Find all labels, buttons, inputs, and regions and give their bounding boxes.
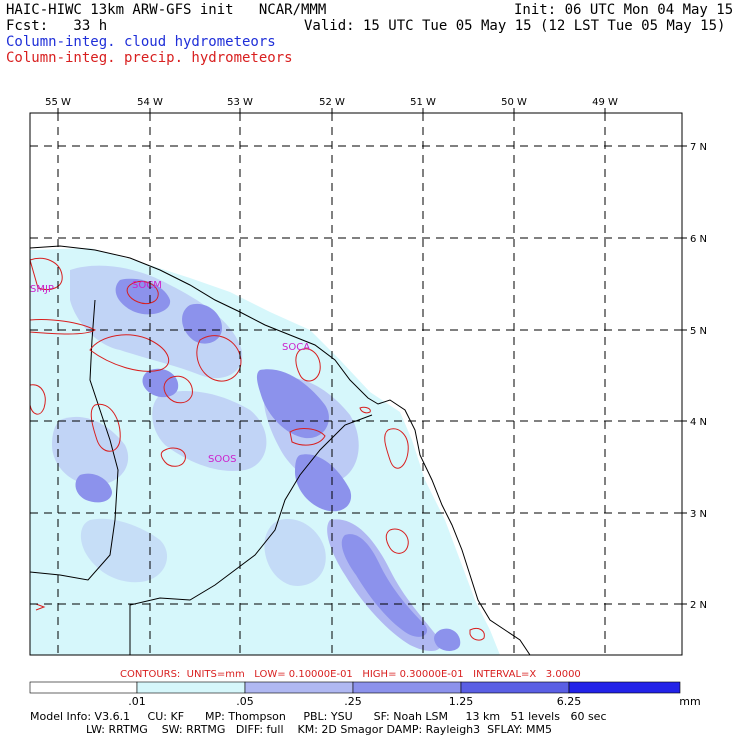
legend-swatch [460, 681, 570, 694]
init-time: Init: 06 UTC Mon 04 May 15 [514, 2, 734, 18]
legend-swatch [136, 681, 246, 694]
map-title: HAIC-HIWC 13km ARW-GFS init NCAR/MMM [6, 2, 327, 18]
model-info-line2: LW: RRTMG SW: RRTMG DIFF: full KM: 2D Sm… [30, 723, 552, 736]
legend-label: 6.25 [556, 695, 582, 708]
station-label-soca: SOCA [282, 342, 310, 353]
contours-info: CONTOURS: UNITS=mm LOW= 0.10000E-01 HIGH… [120, 669, 581, 680]
lat-label: 3 N [690, 509, 707, 520]
lon-label: 49 W [592, 97, 618, 108]
valid-time: Valid: 15 UTC Tue 05 May 15 (12 LST Tue … [304, 18, 726, 34]
lon-label: 50 W [501, 97, 527, 108]
lon-label: 53 W [227, 97, 253, 108]
legend-swatch [352, 681, 462, 694]
border-brazil [129, 414, 373, 655]
legend-label: .01 [128, 695, 146, 708]
map-plot-area: SMJP SOCM SOCA SOOS [30, 113, 682, 655]
station-label-socm: SOCM [132, 280, 162, 291]
legend-label: .05 [236, 695, 254, 708]
axis-ticks [57, 108, 687, 605]
border-suriname-guyana [30, 299, 119, 581]
coastline [30, 245, 531, 655]
field-precip-label: Column-integ. precip. hydrometeors [6, 50, 293, 66]
station-label-soos: SOOS [208, 454, 236, 465]
lon-label: 52 W [319, 97, 345, 108]
forecast-hour: Fcst: 33 h [6, 18, 108, 34]
lon-label: 51 W [410, 97, 436, 108]
lat-label: 4 N [690, 417, 707, 428]
field-cloud-label: Column-integ. cloud hydrometeors [6, 34, 276, 50]
station-label-smjp: SMJP [30, 284, 54, 295]
legend-swatch [568, 681, 681, 694]
model-info-line1: Model Info: V3.6.1 CU: KF MP: Thompson P… [30, 710, 607, 723]
color-legend [29, 681, 681, 694]
legend-swatch [29, 681, 138, 694]
lat-lon-grid [30, 113, 682, 655]
lon-label: 54 W [137, 97, 163, 108]
lon-label: 55 W [45, 97, 71, 108]
map-frame [29, 112, 683, 656]
lat-label: 7 N [690, 142, 707, 153]
lat-label: 6 N [690, 234, 707, 245]
lat-label: 5 N [690, 326, 707, 337]
precip-contours [30, 257, 485, 641]
legend-unit: mm [679, 695, 701, 708]
legend-swatch [244, 681, 354, 694]
legend-label: .25 [344, 695, 362, 708]
lat-label: 2 N [690, 600, 707, 611]
legend-label: 1.25 [448, 695, 474, 708]
